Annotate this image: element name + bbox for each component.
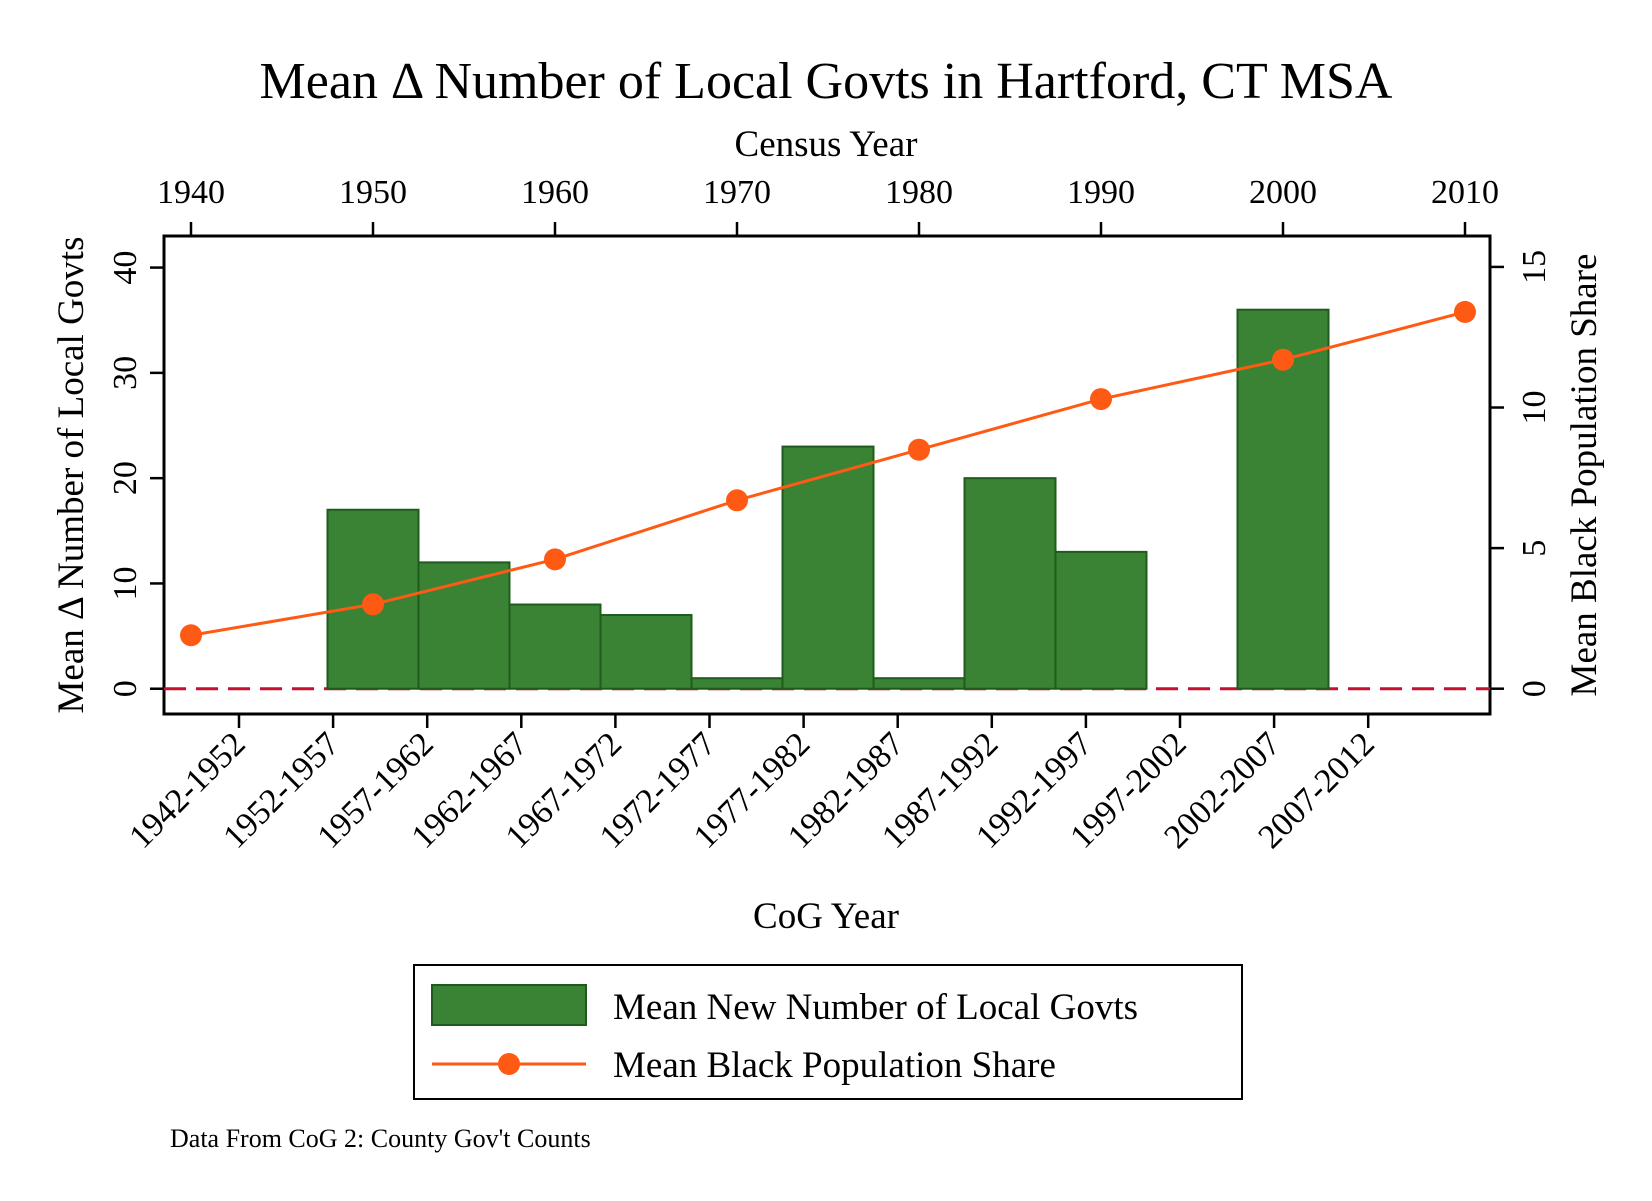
top-tick-label: 2010 xyxy=(1431,174,1499,211)
plot-area xyxy=(162,234,1492,716)
right-tick-label: 0 xyxy=(1516,680,1553,697)
top-tick-label: 1970 xyxy=(703,174,771,211)
left-tick-label: 0 xyxy=(107,680,144,697)
right-axis-ticks: 0 5 10 15 xyxy=(1490,250,1553,697)
right-tick-label: 5 xyxy=(1516,540,1553,557)
series-point xyxy=(1454,300,1476,323)
bar xyxy=(690,677,784,690)
bar xyxy=(872,677,966,690)
bottom-axis-title: CoG Year xyxy=(753,896,899,937)
top-tick-label: 1940 xyxy=(157,174,225,211)
bar xyxy=(963,477,1057,690)
series-point xyxy=(362,593,384,616)
top-axis-title: Census Year xyxy=(735,124,918,165)
series-point xyxy=(180,624,202,647)
chart-title: Mean Δ Number of Local Govts in Hartford… xyxy=(260,53,1393,110)
top-tick-label: 1980 xyxy=(885,174,953,211)
bottom-axis-ticks: 1942-19521952-19571957-19621962-19671967… xyxy=(122,714,1382,856)
bar xyxy=(1236,308,1330,690)
series-line xyxy=(190,310,1466,637)
bar xyxy=(599,614,693,690)
legend-bar-swatch xyxy=(431,984,587,1026)
source-note: Data From CoG 2: County Gov't Counts xyxy=(170,1124,591,1153)
right-tick-label: 15 xyxy=(1516,250,1553,284)
bar xyxy=(508,603,602,690)
legend-line-label: Mean Black Population Share xyxy=(613,1045,1056,1086)
series-point xyxy=(1090,388,1112,411)
bars-series xyxy=(326,308,1330,690)
left-axis-title: Mean Δ Number of Local Govts xyxy=(51,237,92,714)
left-tick-label: 10 xyxy=(107,566,144,600)
left-tick-label: 20 xyxy=(107,461,144,495)
bar xyxy=(781,445,875,690)
left-tick-label: 40 xyxy=(107,251,144,285)
left-tick-label: 30 xyxy=(107,356,144,390)
top-tick-label: 1990 xyxy=(1067,174,1135,211)
right-axis-title: Mean Black Population Share xyxy=(1564,254,1605,697)
legend-line-marker xyxy=(498,1053,520,1075)
series-point xyxy=(544,548,566,571)
left-axis-ticks: 0 10 20 30 40 xyxy=(107,251,164,697)
top-tick-label: 1960 xyxy=(521,174,589,211)
bar xyxy=(417,561,511,690)
top-tick-label: 1950 xyxy=(339,174,407,211)
legend-bar-label: Mean New Number of Local Govts xyxy=(613,987,1138,1028)
top-axis-ticks: 1940 1950 1960 1970 1980 1990 2000 2010 xyxy=(157,174,1499,238)
series-point xyxy=(1272,348,1294,371)
bar xyxy=(1054,550,1148,690)
series-point xyxy=(726,489,748,512)
top-tick-label: 2000 xyxy=(1249,174,1317,211)
line-series xyxy=(180,300,1476,647)
right-tick-label: 10 xyxy=(1516,391,1553,425)
series-point xyxy=(908,438,930,461)
legend: Mean New Number of Local Govts Mean Blac… xyxy=(413,964,1243,1100)
